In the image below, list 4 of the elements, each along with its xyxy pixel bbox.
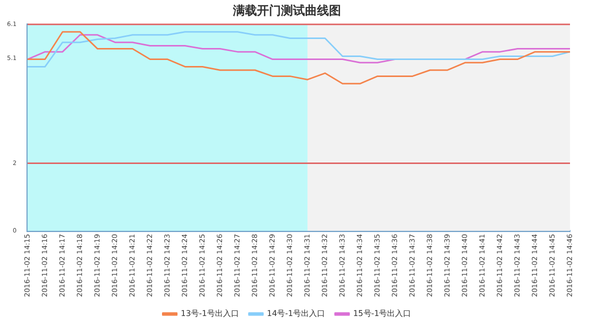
chart-title: 满载开门测试曲线图: [232, 3, 341, 18]
legend-label: 15号-1号出入口: [353, 309, 412, 318]
legend-label: 13号-1号出入口: [180, 309, 239, 318]
legend-label: 14号-1号出入口: [266, 309, 326, 318]
